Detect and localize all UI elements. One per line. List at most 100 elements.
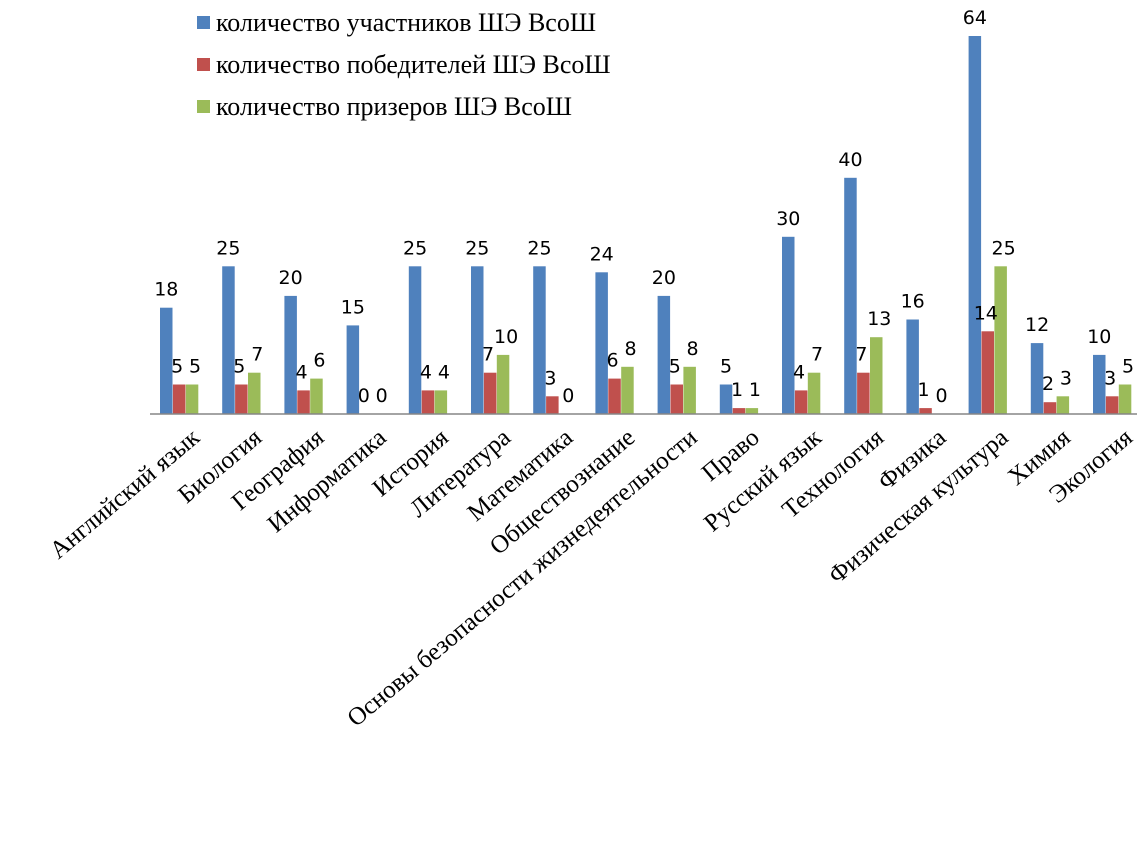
bar-1-4 (346, 325, 360, 414)
bar-2-1 (172, 384, 186, 414)
bar-2-11 (794, 390, 808, 414)
bar-1-8 (595, 272, 608, 415)
bar-2-16 (1105, 396, 1119, 414)
data-label-2-14: 14 (974, 302, 998, 324)
legend-swatch-2 (197, 58, 210, 71)
bar-2-7 (546, 396, 559, 414)
data-label-3-5: 4 (438, 361, 450, 383)
bar-3-2 (248, 372, 261, 414)
bar-2-14 (981, 331, 994, 414)
bar-3-15 (1056, 396, 1070, 414)
data-label-1-2: 25 (216, 237, 240, 259)
bar-1-10 (719, 384, 733, 414)
data-label-3-6: 10 (494, 326, 518, 348)
data-label-1-9: 20 (652, 267, 676, 289)
data-label-1-13: 16 (901, 291, 925, 313)
data-label-3-3: 6 (313, 350, 325, 372)
data-label-3-2: 7 (251, 344, 263, 366)
legend-swatch-3 (197, 100, 210, 113)
data-label-2-15: 2 (1042, 373, 1054, 395)
data-label-2-3: 4 (295, 361, 307, 383)
bar-2-5 (421, 390, 435, 414)
data-label-2-11: 4 (793, 361, 805, 383)
data-label-1-14: 64 (963, 7, 987, 29)
bar-3-6 (496, 354, 510, 414)
data-label-3-11: 7 (811, 344, 823, 366)
data-label-2-4: 0 (358, 385, 370, 407)
bar-2-3 (297, 390, 310, 414)
bar-3-14 (994, 266, 1007, 414)
bar-2-15 (1043, 402, 1057, 414)
bar-3-3 (310, 378, 323, 414)
data-label-1-3: 20 (279, 267, 303, 289)
bar-area (160, 36, 1132, 415)
data-label-1-11: 30 (776, 208, 800, 230)
bar-3-9 (683, 366, 696, 415)
data-label-3-8: 8 (624, 338, 636, 360)
legend-swatch-1 (197, 16, 210, 29)
bar-1-14 (968, 36, 982, 414)
bar-2-9 (670, 384, 683, 414)
data-label-1-12: 40 (838, 149, 862, 171)
data-label-2-1: 5 (171, 356, 183, 378)
legend-label-3: количество призеров ШЭ ВсоШ (216, 92, 572, 121)
bar-1-1 (160, 307, 173, 414)
chart-legend: количество участников ШЭ ВсоШ количество … (197, 8, 611, 121)
bar-2-2 (235, 384, 248, 414)
data-label-3-15: 3 (1060, 367, 1072, 389)
bar-1-15 (1030, 343, 1044, 414)
data-label-2-5: 4 (420, 361, 432, 383)
data-label-3-16: 5 (1122, 356, 1134, 378)
bar-2-8 (608, 378, 621, 414)
data-label-1-16: 10 (1087, 326, 1111, 348)
bar-2-12 (857, 372, 870, 414)
bar-3-5 (434, 390, 448, 414)
data-label-3-4: 0 (376, 385, 388, 407)
data-label-2-10: 1 (731, 379, 743, 401)
bar-1-5 (408, 266, 422, 414)
bar-1-3 (284, 295, 297, 414)
data-label-3-13: 0 (935, 385, 947, 407)
data-label-3-14: 25 (992, 237, 1016, 259)
data-label-2-9: 5 (669, 356, 681, 378)
legend-label-1: количество участников ШЭ ВсоШ (216, 8, 596, 37)
data-label-1-6: 25 (465, 237, 489, 259)
data-label-1-15: 12 (1025, 314, 1049, 336)
bar-1-6 (471, 266, 484, 414)
data-label-3-9: 8 (687, 338, 699, 360)
bar-1-16 (1093, 354, 1106, 414)
data-label-1-10: 5 (720, 356, 732, 378)
data-label-1-1: 18 (154, 279, 178, 301)
bar-3-8 (621, 366, 634, 415)
data-label-2-13: 1 (918, 379, 930, 401)
data-label-1-4: 15 (341, 296, 365, 318)
data-label-2-8: 6 (607, 350, 619, 372)
data-label-3-1: 5 (189, 356, 201, 378)
data-label-3-12: 13 (867, 308, 891, 330)
bar-3-10 (745, 408, 759, 414)
bar-3-11 (807, 372, 821, 414)
bar-2-13 (919, 408, 932, 414)
bar-2-10 (732, 408, 746, 414)
category-labels: Английский языкБиологияГеографияИнформат… (45, 423, 1137, 732)
bar-3-12 (870, 337, 883, 414)
bar-1-9 (657, 295, 671, 414)
data-label-2-7: 3 (544, 367, 556, 389)
bar-3-16 (1118, 384, 1132, 414)
data-label-1-5: 25 (403, 237, 427, 259)
data-label-1-7: 25 (527, 237, 551, 259)
data-label-1-8: 24 (590, 243, 614, 265)
data-label-3-10: 1 (749, 379, 761, 401)
bar-1-7 (533, 266, 546, 414)
data-label-2-16: 3 (1104, 367, 1116, 389)
bar-2-6 (483, 372, 497, 414)
data-label-3-7: 0 (562, 385, 574, 407)
legend-label-2: количество победителей ШЭ ВсоШ (216, 50, 611, 79)
bar-1-11 (782, 236, 795, 414)
data-label-2-2: 5 (233, 356, 245, 378)
data-label-2-6: 7 (482, 344, 494, 366)
bar-1-13 (906, 319, 919, 414)
bar-3-1 (185, 384, 199, 414)
